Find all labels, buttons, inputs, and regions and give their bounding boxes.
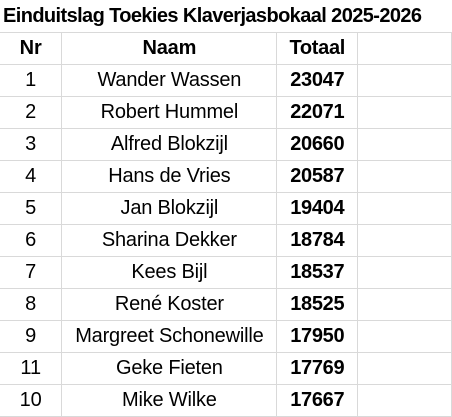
empty-cell[interactable] xyxy=(357,224,452,257)
table-row: 6 Sharina Dekker 18784 xyxy=(0,224,452,257)
cell-nr[interactable]: 6 xyxy=(0,224,63,257)
cell-nr[interactable]: 1 xyxy=(0,64,63,97)
cell-totaal[interactable]: 19404 xyxy=(276,192,359,225)
table-row: 4 Hans de Vries 20587 xyxy=(0,160,452,193)
cell-nr[interactable]: 7 xyxy=(0,256,63,289)
cell-totaal[interactable]: 18784 xyxy=(276,224,359,257)
table-row: 3 Alfred Blokzijl 20660 xyxy=(0,128,452,161)
empty-cell[interactable] xyxy=(357,96,452,129)
empty-cell[interactable] xyxy=(357,352,452,385)
cell-naam[interactable]: Mike Wilke xyxy=(61,384,278,417)
page-title[interactable]: Einduitslag Toekies Klaverjasbokaal 2025… xyxy=(3,5,422,27)
table-row: 9 Margreet Schonewille 17950 xyxy=(0,320,452,353)
results-table: Nr Naam Totaal 1 Wander Wassen 23047 2 Rober… xyxy=(0,32,452,417)
table-row: 11 Geke Fieten 17769 xyxy=(0,352,452,385)
cell-nr[interactable]: 9 xyxy=(0,320,63,353)
cell-naam[interactable]: Margreet Schonewille xyxy=(61,320,278,353)
empty-cell[interactable] xyxy=(357,288,452,321)
empty-cell[interactable] xyxy=(357,384,452,417)
cell-totaal[interactable]: 20587 xyxy=(276,160,359,193)
cell-naam[interactable]: Wander Wassen xyxy=(61,64,278,97)
cell-nr[interactable]: 3 xyxy=(0,128,63,161)
header-nr[interactable]: Nr xyxy=(0,32,63,65)
cell-nr[interactable]: 10 xyxy=(0,384,63,417)
cell-totaal[interactable]: 18525 xyxy=(276,288,359,321)
cell-naam[interactable]: Robert Hummel xyxy=(61,96,278,129)
cell-totaal[interactable]: 20660 xyxy=(276,128,359,161)
cell-totaal[interactable]: 17667 xyxy=(276,384,359,417)
table-row: 5 Jan Blokzijl 19404 xyxy=(0,192,452,225)
header-naam[interactable]: Naam xyxy=(61,32,278,65)
empty-cell[interactable] xyxy=(357,64,452,97)
cell-naam[interactable]: Alfred Blokzijl xyxy=(61,128,278,161)
header-row: Nr Naam Totaal xyxy=(0,32,452,65)
empty-cell[interactable] xyxy=(357,160,452,193)
cell-naam[interactable]: Jan Blokzijl xyxy=(61,192,278,225)
table-row: 8 René Koster 18525 xyxy=(0,288,452,321)
cell-naam[interactable]: Kees Bijl xyxy=(61,256,278,289)
cell-naam[interactable]: René Koster xyxy=(61,288,278,321)
table-row: 7 Kees Bijl 18537 xyxy=(0,256,452,289)
table-row: 10 Mike Wilke 17667 xyxy=(0,384,452,417)
cell-nr[interactable]: 2 xyxy=(0,96,63,129)
empty-cell[interactable] xyxy=(357,128,452,161)
cell-naam[interactable]: Geke Fieten xyxy=(61,352,278,385)
cell-totaal[interactable]: 17950 xyxy=(276,320,359,353)
empty-cell[interactable] xyxy=(357,256,452,289)
empty-cell[interactable] xyxy=(357,32,452,65)
table-row: 1 Wander Wassen 23047 xyxy=(0,64,452,97)
empty-cell[interactable] xyxy=(357,320,452,353)
cell-totaal[interactable]: 18537 xyxy=(276,256,359,289)
cell-totaal[interactable]: 22071 xyxy=(276,96,359,129)
cell-nr[interactable]: 11 xyxy=(0,352,63,385)
cell-nr[interactable]: 4 xyxy=(0,160,63,193)
header-totaal[interactable]: Totaal xyxy=(276,32,359,65)
cell-nr[interactable]: 5 xyxy=(0,192,63,225)
cell-totaal[interactable]: 17769 xyxy=(276,352,359,385)
cell-naam[interactable]: Sharina Dekker xyxy=(61,224,278,257)
cell-nr[interactable]: 8 xyxy=(0,288,63,321)
table-row: 2 Robert Hummel 22071 xyxy=(0,96,452,129)
cell-naam[interactable]: Hans de Vries xyxy=(61,160,278,193)
empty-cell[interactable] xyxy=(357,192,452,225)
cell-totaal[interactable]: 23047 xyxy=(276,64,359,97)
